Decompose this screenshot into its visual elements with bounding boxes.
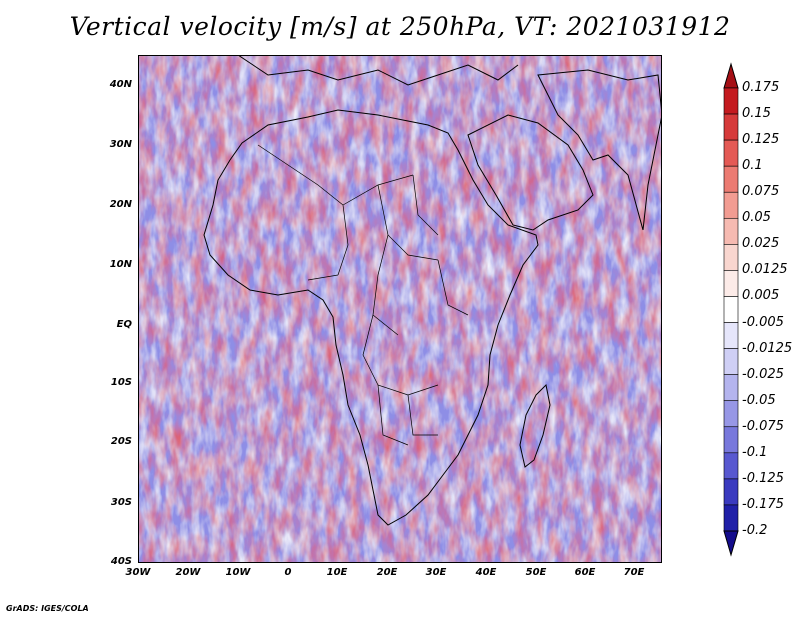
colorbar-swatch <box>723 374 739 402</box>
colorbar-bottom-arrow <box>723 530 739 557</box>
lon-label: 10E <box>326 567 348 578</box>
asia-coastline <box>537 69 662 231</box>
lat-label: 30S <box>110 497 132 508</box>
lat-label: 40N <box>109 79 132 90</box>
lon-label: 20W <box>175 567 201 578</box>
colorbar-tick-label: 0.025 <box>742 236 780 252</box>
lon-label: 60E <box>574 567 596 578</box>
colorbar-tick-label: -0.175 <box>742 496 784 512</box>
colorbar-tick-label: 0.125 <box>742 132 780 148</box>
colorbar-tick-label: 0.005 <box>742 288 780 304</box>
colorbar-swatch <box>723 139 739 167</box>
coastlines-borders <box>203 55 662 526</box>
madagascar-coastline <box>519 383 551 468</box>
colorbar-tick-label: 0.175 <box>742 80 780 95</box>
lat-label: 20S <box>110 436 132 447</box>
map-frame <box>138 55 662 563</box>
lon-label: 10W <box>225 567 251 578</box>
lon-label: 30W <box>125 567 151 578</box>
arabia-coastline <box>467 114 594 231</box>
lat-label: 40S <box>110 556 132 567</box>
colorbar-swatch <box>723 165 739 193</box>
colorbar-swatch <box>723 452 739 480</box>
colorbar-tick-label: 0.1 <box>742 158 763 174</box>
colorbar-top-arrow <box>723 62 739 89</box>
colorbar-tick-label: -0.1 <box>742 444 768 460</box>
colorbar-tick-label: -0.125 <box>742 470 784 486</box>
vertical-velocity-map <box>138 55 662 563</box>
colorbar-swatch <box>723 322 739 349</box>
colorbar-swatch <box>723 296 739 323</box>
colorbar-tick-label: 0.075 <box>742 184 780 200</box>
colorbar-tick-label: 0.15 <box>742 106 771 122</box>
lat-label: 20N <box>109 199 132 210</box>
colorbar-tick-label: -0.075 <box>742 418 784 434</box>
colorbar-swatch <box>723 113 739 141</box>
colorbar-swatch <box>723 270 739 297</box>
lon-label: 0 <box>284 567 292 578</box>
lat-label: 30N <box>109 139 132 150</box>
lat-label: 10N <box>109 259 132 270</box>
lat-label: 10S <box>110 377 132 388</box>
grads-credit: GrADS: IGES/COLA <box>6 604 89 613</box>
africa-coastline <box>203 109 539 526</box>
colorbar-tick-label: -0.0125 <box>742 340 793 356</box>
colorbar-tick-label: -0.2 <box>742 523 768 538</box>
colorbar-swatch <box>723 191 739 219</box>
colorbar-swatch <box>723 478 739 506</box>
lon-label: 30E <box>425 567 447 578</box>
colorbar-swatch <box>723 87 739 115</box>
country-borders <box>257 144 469 446</box>
chart-title: Vertical velocity [m/s] at 250hPa, VT: 2… <box>69 12 731 41</box>
colorbar-tick-label: -0.05 <box>742 392 776 408</box>
lon-label: 20E <box>376 567 398 578</box>
europe-coastline <box>237 55 519 86</box>
map-panel[interactable] <box>138 55 662 563</box>
colorbar-swatch <box>723 426 739 454</box>
colorbar-swatch <box>723 400 739 428</box>
lat-label: EQ <box>116 319 132 330</box>
colorbar-swatch <box>723 244 739 271</box>
field-background <box>138 55 662 563</box>
lon-label: 70E <box>623 567 645 578</box>
colorbar-swatch <box>723 348 739 375</box>
colorbar-tick-label: -0.025 <box>742 366 784 382</box>
colorbar-tick-label: -0.005 <box>742 314 784 330</box>
colorbar-tick-label: 0.0125 <box>742 262 788 278</box>
colorbar-swatch <box>723 217 739 245</box>
lon-label: 50E <box>525 567 547 578</box>
colorbar-tick-label: 0.05 <box>742 210 771 226</box>
colorbar-swatch <box>723 504 739 532</box>
lon-label: 40E <box>475 567 497 578</box>
